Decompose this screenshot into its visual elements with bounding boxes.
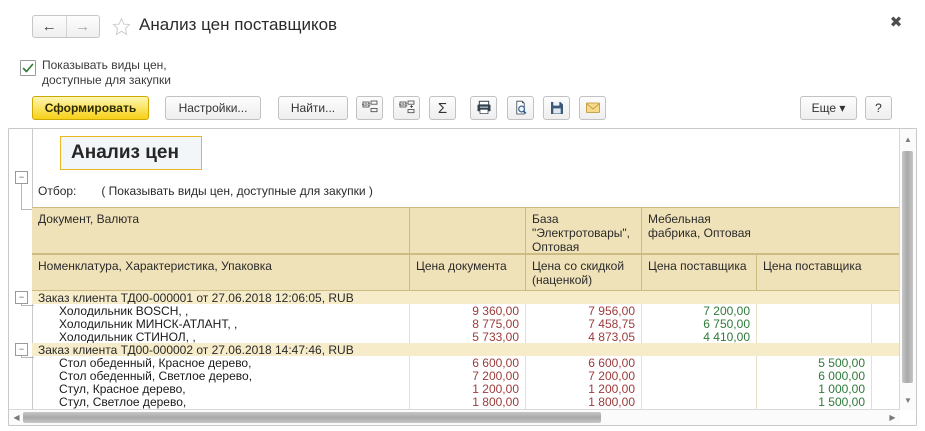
svg-text:ABC: ABC — [362, 102, 371, 107]
svg-text:ABC: ABC — [399, 102, 408, 107]
